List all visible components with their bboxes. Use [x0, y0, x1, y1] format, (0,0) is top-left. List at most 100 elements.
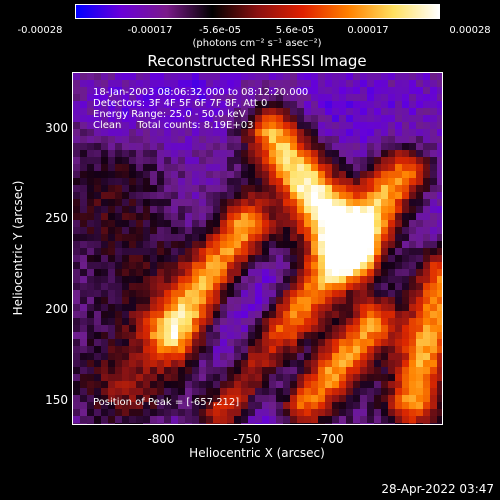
heatmap-cell	[381, 241, 388, 248]
heatmap-cell	[374, 402, 381, 409]
heatmap-cell	[367, 283, 374, 290]
heatmap-cell	[381, 423, 388, 424]
heatmap-cell	[423, 388, 430, 395]
heatmap-cell	[185, 178, 192, 185]
heatmap-cell	[129, 129, 136, 136]
heatmap-cell	[374, 241, 381, 248]
heatmap-cell	[115, 80, 122, 87]
heatmap-cell	[339, 185, 346, 192]
heatmap-cell	[143, 339, 150, 346]
heatmap-cell	[297, 157, 304, 164]
heatmap-cell	[164, 227, 171, 234]
heatmap-cell	[220, 388, 227, 395]
heatmap-cell	[136, 388, 143, 395]
heatmap-cell	[283, 423, 290, 424]
heatmap-cell	[367, 402, 374, 409]
heatmap-cell	[199, 297, 206, 304]
heatmap-cell	[346, 101, 353, 108]
heatmap-cell	[171, 332, 178, 339]
heatmap-cell	[143, 255, 150, 262]
heatmap-cell	[409, 241, 416, 248]
heatmap-cell	[318, 248, 325, 255]
heatmap-cell	[220, 290, 227, 297]
heatmap-cell	[339, 108, 346, 115]
heatmap-cell	[94, 374, 101, 381]
heatmap-cell	[325, 80, 332, 87]
heatmap-cell	[108, 108, 115, 115]
heatmap-cell	[262, 80, 269, 87]
heatmap-cell	[325, 290, 332, 297]
heatmap-cell	[374, 388, 381, 395]
heatmap-cell	[136, 367, 143, 374]
heatmap-cell	[283, 402, 290, 409]
heatmap-cell	[129, 80, 136, 87]
heatmap-cell	[108, 87, 115, 94]
heatmap-cell	[87, 325, 94, 332]
heatmap-cell	[388, 269, 395, 276]
heatmap-cell	[73, 423, 80, 424]
heatmap-cell	[199, 192, 206, 199]
heatmap-cell	[157, 178, 164, 185]
heatmap-cell	[437, 171, 442, 178]
heatmap-cell	[192, 136, 199, 143]
heatmap-cell	[332, 367, 339, 374]
heatmap-cell	[171, 360, 178, 367]
heatmap-cell	[374, 339, 381, 346]
heatmap-cell	[227, 248, 234, 255]
heatmap-cell	[416, 227, 423, 234]
heatmap-cell	[381, 129, 388, 136]
heatmap-cell	[290, 80, 297, 87]
heatmap-cell	[416, 367, 423, 374]
heatmap-cell	[136, 276, 143, 283]
heatmap-cell	[227, 192, 234, 199]
heatmap-cell	[276, 339, 283, 346]
heatmap-cell	[178, 297, 185, 304]
heatmap-cell	[402, 262, 409, 269]
heatmap-cell	[409, 255, 416, 262]
heatmap-cell	[129, 192, 136, 199]
heatmap-cell	[395, 388, 402, 395]
heatmap-cell	[269, 206, 276, 213]
heatmap-cell	[241, 122, 248, 129]
heatmap-cell	[143, 346, 150, 353]
heatmap-cell	[94, 178, 101, 185]
heatmap-cell	[304, 381, 311, 388]
heatmap-cell	[143, 122, 150, 129]
heatmap-cell	[388, 318, 395, 325]
heatmap-cell	[423, 416, 430, 423]
heatmap-cell	[318, 115, 325, 122]
heatmap-cell	[73, 290, 80, 297]
heatmap-cell	[388, 213, 395, 220]
heatmap-cell	[304, 234, 311, 241]
heatmap-cell	[220, 241, 227, 248]
heatmap-cell	[339, 276, 346, 283]
heatmap-cell	[73, 94, 80, 101]
heatmap-cell	[157, 164, 164, 171]
heatmap-cell	[87, 395, 94, 402]
heatmap-cell	[332, 255, 339, 262]
heatmap-cell	[101, 171, 108, 178]
heatmap-cell	[80, 164, 87, 171]
heatmap-cell	[437, 325, 442, 332]
heatmap-cell	[80, 304, 87, 311]
heatmap-cell	[206, 178, 213, 185]
heatmap-cell	[297, 409, 304, 416]
heatmap-cell	[409, 143, 416, 150]
heatmap-cell	[206, 150, 213, 157]
heatmap-cell	[220, 395, 227, 402]
heatmap-cell	[297, 192, 304, 199]
heatmap-cell	[416, 318, 423, 325]
heatmap-cell	[416, 360, 423, 367]
heatmap-cell	[164, 304, 171, 311]
heatmap-cell	[199, 360, 206, 367]
heatmap-cell	[409, 192, 416, 199]
heatmap-cell	[164, 206, 171, 213]
heatmap-cell	[234, 332, 241, 339]
heatmap-cell	[423, 115, 430, 122]
heatmap-cell	[178, 136, 185, 143]
heatmap-cell	[171, 143, 178, 150]
heatmap-cell	[395, 227, 402, 234]
heatmap-cell	[430, 73, 437, 80]
heatmap-cell	[185, 101, 192, 108]
heatmap-cell	[381, 248, 388, 255]
